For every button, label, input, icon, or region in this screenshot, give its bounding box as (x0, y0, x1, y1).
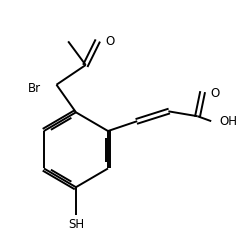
Text: O: O (210, 87, 220, 100)
Text: Br: Br (28, 82, 41, 95)
Text: O: O (105, 35, 114, 48)
Text: OH: OH (219, 114, 237, 127)
Text: SH: SH (68, 217, 84, 230)
